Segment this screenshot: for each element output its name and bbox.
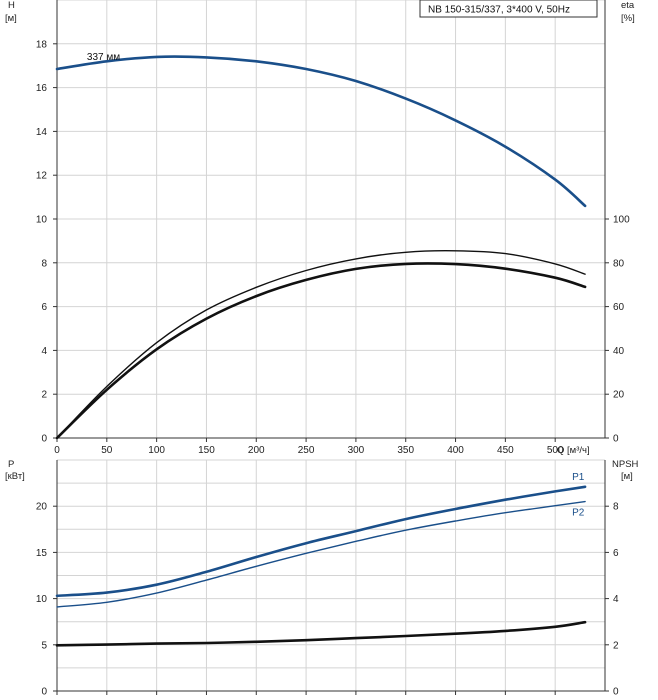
x-tick-label: 400 <box>447 445 464 456</box>
left-tick-label: 16 <box>36 83 48 94</box>
right-tick-label: 4 <box>613 594 619 605</box>
left-tick-label: 8 <box>41 258 47 269</box>
right-tick-label: 6 <box>613 548 619 559</box>
left-tick-label: 10 <box>36 215 48 226</box>
right-tick-label: 0 <box>613 434 619 445</box>
x-tick-label: 200 <box>248 445 265 456</box>
x-tick-label: 50 <box>101 445 113 456</box>
left-tick-label: 18 <box>36 39 48 50</box>
left-tick-label: 0 <box>41 687 47 698</box>
left-tick-label: 4 <box>41 346 47 357</box>
left-tick-label: 2 <box>41 390 47 401</box>
x-tick-label: 350 <box>397 445 414 456</box>
x-tick-label: 250 <box>298 445 315 456</box>
series-line-0-2 <box>55 262 587 440</box>
series-label: 337 мм <box>87 52 120 63</box>
left-tick-label: 14 <box>36 127 48 138</box>
right-axis-unit: [%] <box>621 13 635 24</box>
right-tick-label: 100 <box>613 215 630 226</box>
x-tick-label: 0 <box>54 445 60 456</box>
x-tick-label: 500 <box>547 445 564 456</box>
left-tick-label: 5 <box>41 640 47 651</box>
series-line-0-0 <box>55 55 587 208</box>
left-tick-label: 10 <box>36 594 48 605</box>
series-line-0-1 <box>56 250 586 439</box>
right-tick-label: 40 <box>613 346 625 357</box>
x-axis-title: Q [м³/ч] <box>557 445 590 456</box>
chart-title: NB 150-315/337, 3*400 V, 50Hz <box>428 5 570 16</box>
series-lines <box>55 55 587 647</box>
left-axis-unit: [м] <box>5 13 17 24</box>
right-axis-title: NPSH <box>612 459 639 470</box>
right-tick-label: 2 <box>613 640 619 651</box>
left-axis-title: H <box>8 0 15 11</box>
x-tick-label: 150 <box>198 445 215 456</box>
x-tick-label: 100 <box>148 445 165 456</box>
axes <box>53 0 609 695</box>
left-tick-label: 6 <box>41 302 47 313</box>
series-line-1-2 <box>55 620 587 647</box>
right-axis-title: eta <box>621 0 635 11</box>
right-axis-unit: [м] <box>621 471 633 482</box>
curve-labels: 337 мм P1 P2 <box>87 52 585 518</box>
series-line-1-0 <box>55 485 587 598</box>
bottom-panel-grid <box>56 459 606 692</box>
right-tick-label: 8 <box>613 502 619 513</box>
x-tick-label: 300 <box>348 445 365 456</box>
right-tick-label: 20 <box>613 390 625 401</box>
right-tick-label: 0 <box>613 687 619 698</box>
x-tick-label: 450 <box>497 445 514 456</box>
left-tick-label: 0 <box>41 434 47 445</box>
right-tick-label: 60 <box>613 302 625 313</box>
series-label: P2 <box>572 508 585 519</box>
left-tick-label: 20 <box>36 502 48 513</box>
top-panel-grid <box>56 0 606 439</box>
series-line-1-1 <box>56 500 586 608</box>
left-axis-unit: [кВт] <box>5 471 25 482</box>
right-tick-label: 80 <box>613 258 625 269</box>
left-tick-label: 15 <box>36 548 48 559</box>
left-axis-title: P <box>8 459 14 470</box>
title-box: NB 150-315/337, 3*400 V, 50Hz <box>419 0 598 18</box>
left-tick-label: 12 <box>36 171 48 182</box>
series-label: P1 <box>572 472 585 483</box>
